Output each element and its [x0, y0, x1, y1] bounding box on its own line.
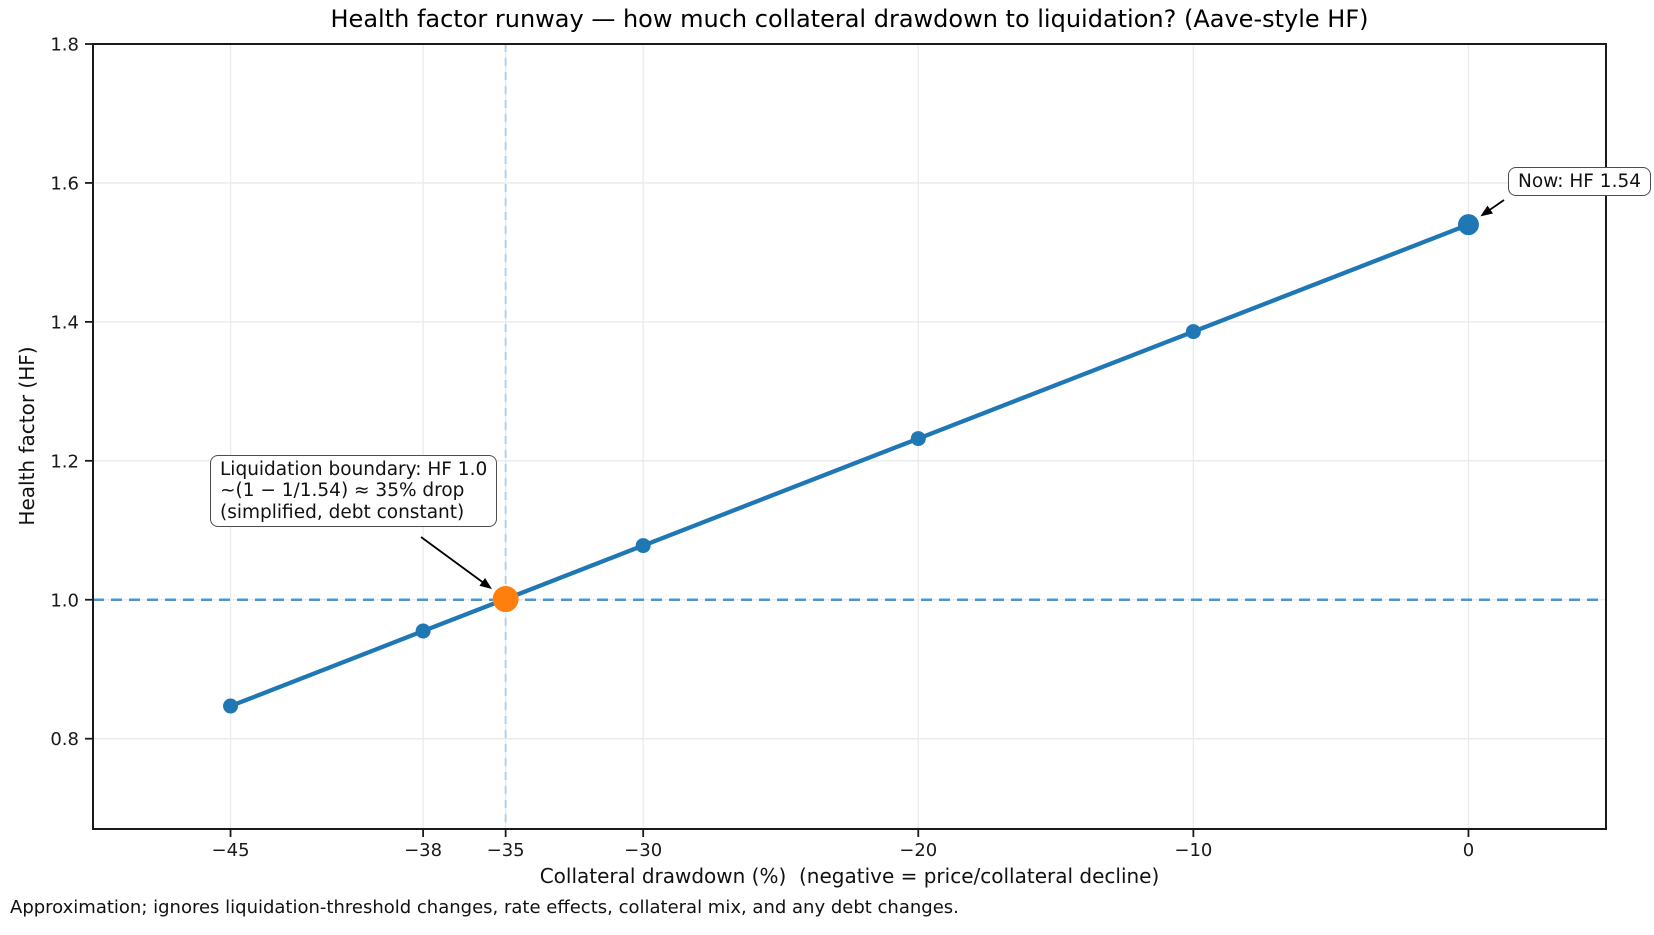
svg-text:1.4: 1.4	[50, 312, 79, 333]
annotation-liquidation-line-1: Liquidation boundary: HF 1.0	[220, 459, 488, 480]
svg-text:1.8: 1.8	[50, 35, 79, 56]
svg-text:−38: −38	[404, 840, 442, 861]
footnote: Approximation; ignores liquidation-thres…	[10, 897, 959, 918]
annotation-liquidation-boundary: Liquidation boundary: HF 1.0 ~(1 − 1/1.5…	[210, 455, 498, 528]
svg-text:1.0: 1.0	[50, 590, 79, 611]
chart-title: Health factor runway — how much collater…	[330, 5, 1369, 33]
svg-text:0: 0	[1463, 840, 1474, 861]
x-axis-label: Collateral drawdown (%) (negative = pric…	[539, 864, 1160, 888]
svg-text:0.8: 0.8	[50, 729, 79, 750]
svg-text:1.2: 1.2	[50, 451, 79, 472]
annotation-now-text: Now: HF 1.54	[1517, 171, 1641, 192]
svg-text:−10: −10	[1174, 840, 1212, 861]
svg-text:−35: −35	[487, 840, 525, 861]
annotation-liquidation-line-3: (simplified, debt constant)	[220, 501, 465, 523]
annotation-liquidation-line-2: ~(1 − 1/1.54) ≈ 35% drop	[220, 480, 465, 502]
svg-text:1.6: 1.6	[50, 173, 79, 194]
svg-text:−20: −20	[899, 840, 937, 861]
svg-text:−45: −45	[212, 840, 250, 861]
annotation-now: Now: HF 1.54	[1507, 167, 1651, 197]
svg-text:−30: −30	[624, 840, 662, 861]
y-axis-label: Health factor (HF)	[15, 346, 39, 526]
